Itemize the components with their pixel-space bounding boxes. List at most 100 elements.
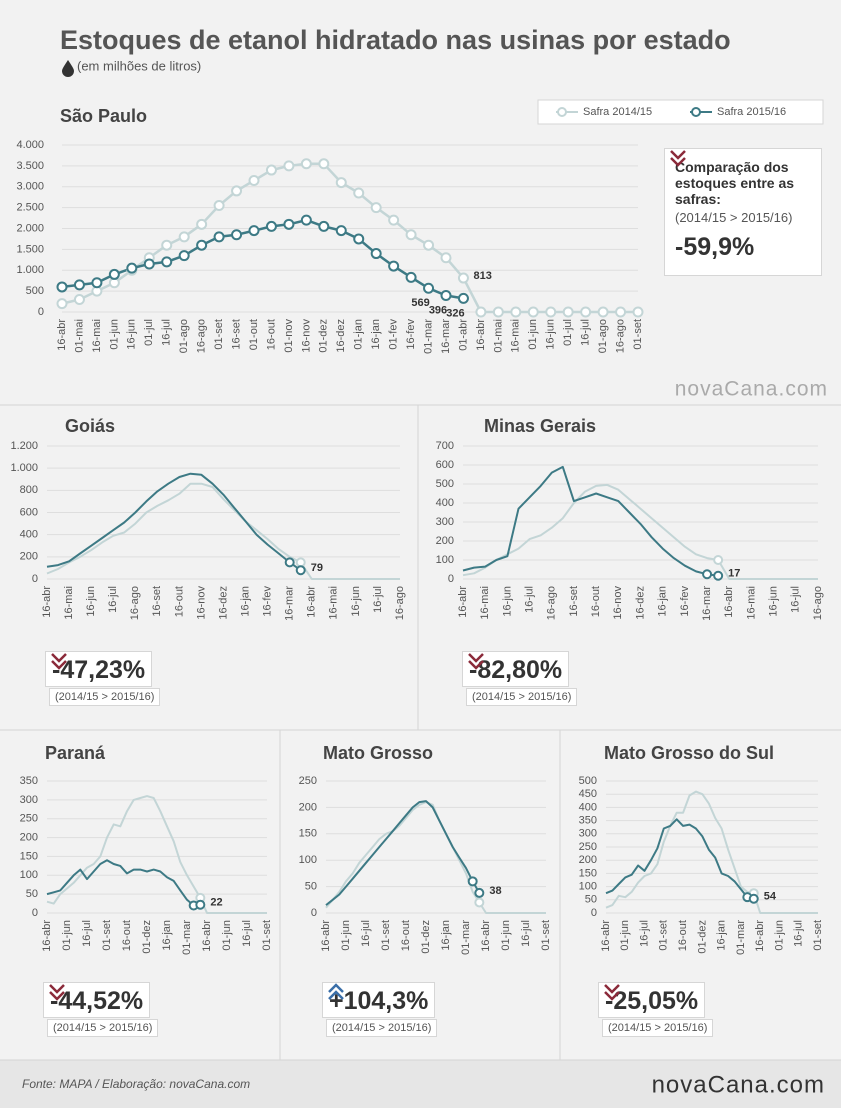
- x-tick-label: 16-mai: [479, 586, 491, 620]
- series-line: [46, 795, 267, 914]
- y-tick-label: 100: [579, 881, 597, 893]
- x-tick-label: 16-jun: [545, 319, 557, 350]
- x-tick-label: 16-jul: [107, 586, 119, 613]
- value-label: 22: [210, 897, 222, 909]
- x-tick-label: 01-set: [380, 920, 392, 951]
- x-tick-label: 01-set: [261, 920, 273, 951]
- comparison-heading: Comparação dos estoques entre as safras:: [675, 159, 795, 207]
- chevron: [328, 990, 344, 1000]
- x-tick-label: 01-jun: [527, 319, 539, 350]
- x-tick-label: 16-set: [568, 586, 580, 617]
- y-tick-label: 50: [305, 881, 317, 893]
- y-tick-label: 50: [26, 888, 38, 900]
- series-line: [325, 800, 481, 906]
- chart-title: Goiás: [65, 416, 115, 436]
- y-tick-label: 350: [20, 775, 38, 787]
- point-marker: [467, 876, 478, 887]
- y-tick-label: 3.000: [16, 181, 44, 193]
- x-tick-label: 16-mar: [284, 586, 296, 621]
- y-tick-label: 400: [579, 801, 597, 813]
- x-tick-label: 01-jul: [562, 319, 574, 346]
- x-tick-label: 01-set: [540, 920, 552, 951]
- x-tick-label: 16-abr: [41, 920, 53, 952]
- x-tick-label: 16-jan: [657, 586, 669, 617]
- series-line: [46, 472, 302, 572]
- chevron: [51, 660, 67, 670]
- point-marker: [527, 306, 539, 318]
- x-tick-label: 16-mai: [745, 586, 757, 620]
- x-tick-label: 16-ago: [812, 586, 824, 620]
- y-tick-label: 200: [299, 801, 317, 813]
- x-tick-label: 01-mar: [460, 920, 472, 955]
- point-marker: [126, 262, 138, 274]
- source: Fonte: MAPA / Elaboração: novaCana.com: [22, 1077, 250, 1091]
- y-tick-label: 500: [579, 775, 597, 787]
- x-tick-label: 16-jul: [523, 586, 535, 613]
- y-tick-label: 250: [579, 841, 597, 853]
- y-tick-label: 500: [436, 478, 454, 490]
- x-tick-label: 01-set: [658, 920, 670, 951]
- x-tick-label: 16-abr: [320, 920, 332, 952]
- y-tick-label: 250: [20, 813, 38, 825]
- x-tick-label: 01-dez: [141, 920, 153, 954]
- x-tick-label: 16-abr: [457, 586, 469, 618]
- y-tick-label: 100: [436, 554, 454, 566]
- comparison-change: +104,3%: [329, 987, 429, 1015]
- x-tick-label: 16-jul: [793, 920, 805, 947]
- legend-label: Safra 2015/16: [717, 106, 786, 118]
- x-tick-label: 16-dez: [217, 586, 229, 620]
- chart-title: São Paulo: [60, 106, 147, 126]
- point-marker: [161, 256, 173, 268]
- y-tick-label: 800: [20, 484, 38, 496]
- x-tick-label: 01-jul: [143, 319, 155, 346]
- comparison-change: -82,80%: [469, 656, 563, 684]
- point-marker: [196, 218, 208, 230]
- x-tick-label: 16-jul: [161, 319, 173, 346]
- y-tick-label: 2.500: [16, 202, 44, 214]
- x-tick-label: 16-fev: [405, 319, 417, 350]
- y-tick-label: 1.200: [10, 440, 38, 452]
- y-tick-label: 50: [585, 894, 597, 906]
- chevron: [670, 157, 686, 167]
- x-tick-label: 16-ago: [129, 586, 141, 620]
- trend-icon: [468, 653, 484, 670]
- comparison-box: -82,80%: [462, 651, 570, 687]
- legend-marker: [557, 107, 567, 117]
- x-tick-label: 16-mar: [701, 586, 713, 621]
- y-tick-label: 1.000: [16, 264, 44, 276]
- x-tick-label: 16-jan: [161, 920, 173, 951]
- x-tick-label: 16-ago: [394, 586, 406, 620]
- chevron: [49, 991, 65, 1001]
- y-tick-label: 600: [436, 459, 454, 471]
- x-tick-label: 01-abr: [457, 319, 469, 351]
- trend-icon: [51, 653, 67, 670]
- x-tick-label: 16-jul: [241, 920, 253, 947]
- chart-title: Minas Gerais: [484, 416, 596, 436]
- point-marker: [580, 306, 592, 318]
- point-marker: [161, 239, 173, 251]
- x-tick-label: 16-jun: [350, 586, 362, 617]
- point-marker: [474, 897, 485, 908]
- series-line: [61, 162, 638, 314]
- point-marker: [283, 218, 295, 230]
- y-tick-label: 350: [579, 815, 597, 827]
- value-label: 396: [429, 304, 447, 316]
- comparison-change: -59,9%: [675, 233, 755, 261]
- x-tick-label: 16-fev: [262, 586, 274, 617]
- y-tick-label: 700: [436, 440, 454, 452]
- point-marker: [335, 225, 347, 237]
- point-marker: [73, 279, 85, 291]
- x-tick-label: 16-abr: [754, 920, 766, 952]
- y-tick-label: 150: [579, 867, 597, 879]
- point-marker: [405, 229, 417, 241]
- x-tick-label: 16-jan: [370, 319, 382, 350]
- x-tick-label: 01-mai: [73, 319, 85, 353]
- x-tick-label: 01-jun: [108, 319, 120, 350]
- comparison-note: (2014/15 > 2015/16): [49, 688, 161, 706]
- point-marker: [615, 306, 627, 318]
- point-marker: [423, 239, 435, 251]
- point-marker: [265, 164, 277, 176]
- x-tick-label: 01-jun: [500, 920, 512, 951]
- legend-label: Safra 2014/15: [583, 106, 652, 118]
- x-tick-label: 16-abr: [600, 920, 612, 952]
